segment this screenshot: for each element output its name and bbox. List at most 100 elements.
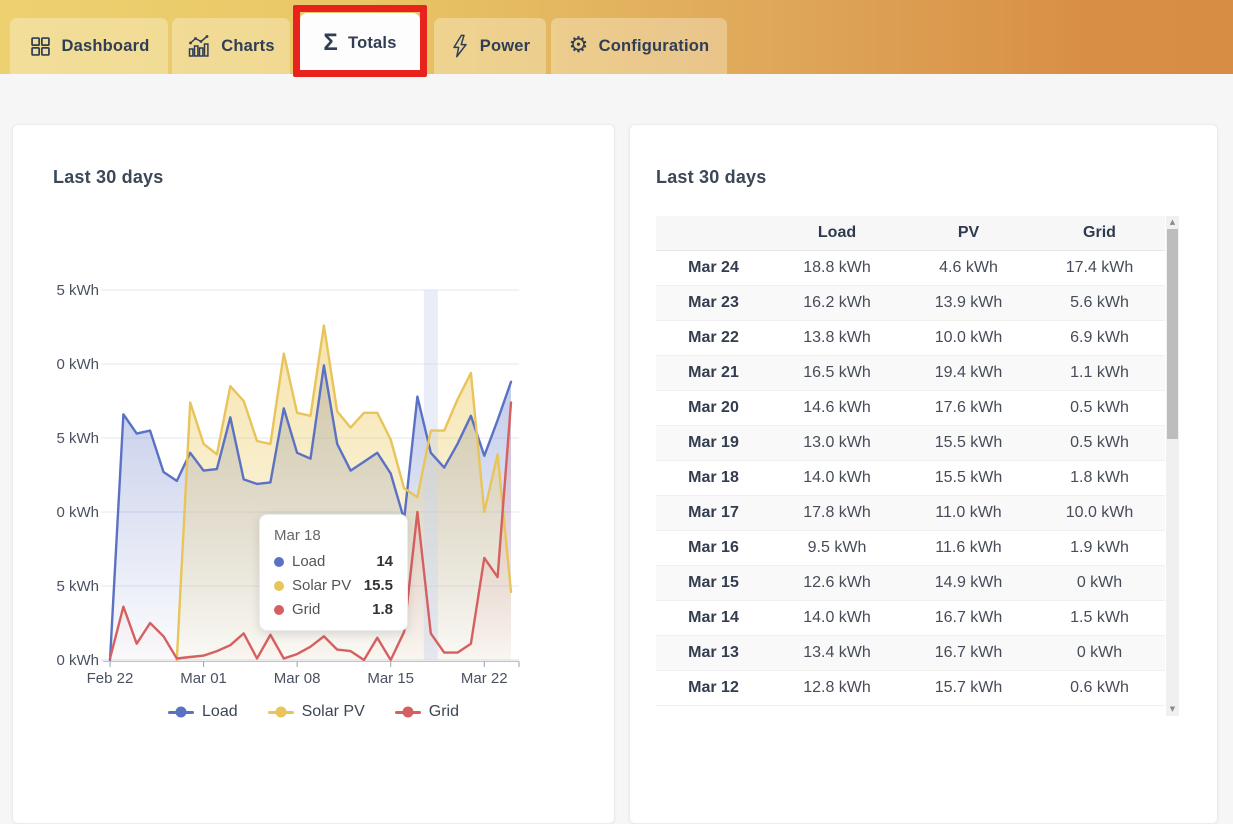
row-grid: 1.9 kWh: [1034, 530, 1165, 566]
scroll-down-arrow[interactable]: ▼: [1169, 705, 1176, 713]
hover-highlight-band: [423, 290, 438, 660]
tab-totals[interactable]: Σ Totals: [300, 13, 420, 74]
table-row: Mar 18 14.0 kWh 15.5 kWh 1.8 kWh: [656, 460, 1165, 496]
row-load: 9.5 kWh: [771, 530, 903, 566]
row-pv: 11.0 kWh: [903, 495, 1034, 531]
table-row: Mar 14 14.0 kWh 16.7 kWh 1.5 kWh: [656, 600, 1165, 636]
tab-label: Power: [479, 36, 531, 55]
column-header: [656, 216, 771, 251]
row-load: 13.8 kWh: [771, 320, 903, 356]
legend-dot-icon: [402, 706, 414, 718]
lightning-icon: [452, 34, 467, 58]
legend-label: Grid: [428, 703, 459, 720]
table-row: Mar 13 13.4 kWh 16.7 kWh 0 kWh: [656, 635, 1165, 671]
x-axis-label: Mar 08: [274, 670, 321, 687]
row-grid: 0.5 kWh: [1034, 425, 1165, 461]
column-header: PV: [903, 216, 1034, 251]
row-load: 14.0 kWh: [771, 600, 903, 636]
x-axis-label: Mar 01: [180, 670, 227, 687]
row-pv: 16.7 kWh: [903, 635, 1034, 671]
gear-icon: ⚙: [568, 33, 589, 58]
tooltip-series-label: Grid: [292, 601, 321, 618]
tooltip-rows: Load 14 Solar PV 15.5 Grid 1.8: [274, 553, 393, 618]
row-load: 14.0 kWh: [771, 460, 903, 496]
row-date: Mar 21: [656, 355, 771, 391]
legend-line-dot-icon: [394, 706, 421, 718]
tab-charts[interactable]: Charts: [172, 18, 290, 74]
chart-card-title: Last 30 days: [53, 167, 164, 187]
y-axis-label: 0 kWh: [56, 652, 99, 669]
legend-item[interactable]: Load: [168, 703, 238, 721]
row-date: Mar 13: [656, 635, 771, 671]
series-line-grid: [108, 401, 513, 662]
scrollbar-thumb[interactable]: [1167, 229, 1178, 439]
row-date: Mar 23: [656, 285, 771, 321]
row-grid: 6.9 kWh: [1034, 320, 1165, 356]
series-dot-icon: [274, 604, 284, 615]
table-scrollbar[interactable]: ▲ ▼: [1166, 216, 1179, 716]
table-row: Mar 17 17.8 kWh 11.0 kWh 10.0 kWh: [656, 495, 1165, 531]
chart-lines: [108, 324, 513, 662]
row-grid: 0.6 kWh: [1034, 670, 1165, 706]
x-axis-label: Feb 22: [87, 670, 134, 687]
row-date: Mar 15: [656, 565, 771, 601]
series-dot-icon: [274, 556, 284, 567]
table-row: Mar 20 14.6 kWh 17.6 kWh 0.5 kWh: [656, 390, 1165, 426]
row-grid: 1.1 kWh: [1034, 355, 1165, 391]
table-row: Mar 23 16.2 kWh 13.9 kWh 5.6 kWh: [656, 285, 1165, 321]
tooltip-series-label: Load: [292, 553, 326, 570]
row-load: 13.0 kWh: [771, 425, 903, 461]
chart-legend: Load Solar PV Grid: [13, 703, 614, 721]
tooltip-series-value: 15.5: [363, 577, 393, 594]
row-pv: 15.7 kWh: [903, 670, 1034, 706]
row-date: Mar 12: [656, 670, 771, 706]
row-load: 12.8 kWh: [771, 670, 903, 706]
legend-dot-icon: [275, 706, 287, 718]
tooltip-series-value: 14: [376, 553, 393, 570]
row-pv: 17.6 kWh: [903, 390, 1034, 426]
scroll-up-arrow[interactable]: ▲: [1169, 218, 1176, 226]
row-date: Mar 14: [656, 600, 771, 636]
area-fill-grid: [110, 402, 511, 660]
legend-line-dot-icon: [168, 706, 195, 718]
row-grid: 0.5 kWh: [1034, 390, 1165, 426]
tab-label: Charts: [221, 36, 275, 55]
chart-card: Last 30 days 5 kWh 0 kWh 5 kWh 0 kWh 5 kWh 0 …: [12, 124, 615, 824]
row-load: 17.8 kWh: [771, 495, 903, 531]
series-line-solar-pv: [175, 324, 513, 662]
tab-label: Configuration: [598, 36, 710, 55]
row-pv: 15.5 kWh: [903, 425, 1034, 461]
row-date: Mar 16: [656, 530, 771, 566]
column-header: Grid: [1034, 216, 1165, 251]
legend-label: Solar PV: [301, 703, 365, 720]
tab-label: Totals: [348, 34, 397, 52]
row-load: 12.6 kWh: [771, 565, 903, 601]
totals-table-card: Last 30 days Load PV Grid Mar 24 18.8 kWh 4.…: [629, 124, 1218, 824]
row-pv: 19.4 kWh: [903, 355, 1034, 391]
table-card-title: Last 30 days: [656, 167, 767, 187]
x-axis-label: Mar 22: [461, 670, 508, 687]
tooltip-row: Grid 1.8: [274, 601, 393, 618]
tooltip-series-label: Solar PV: [292, 577, 352, 594]
chart-axes: [103, 661, 520, 667]
table-row: Mar 22 13.8 kWh 10.0 kWh 6.9 kWh: [656, 320, 1165, 356]
table-row: Mar 24 18.8 kWh 4.6 kWh 17.4 kWh: [656, 250, 1165, 286]
row-date: Mar 19: [656, 425, 771, 461]
tab-dashboard[interactable]: Dashboard: [10, 18, 168, 74]
row-grid: 10.0 kWh: [1034, 495, 1165, 531]
tab-configuration[interactable]: ⚙ Configuration: [551, 18, 727, 74]
tab-label: Dashboard: [61, 36, 150, 55]
bar-chart-icon: [189, 35, 209, 57]
table-row: Mar 15 12.6 kWh 14.9 kWh 0 kWh: [656, 565, 1165, 601]
column-header: Load: [771, 216, 903, 251]
legend-item[interactable]: Solar PV: [267, 703, 365, 721]
series-line-load: [108, 364, 513, 662]
row-load: 14.6 kWh: [771, 390, 903, 426]
tab-power[interactable]: Power: [434, 18, 546, 74]
y-axis-label: 0 kWh: [56, 504, 99, 521]
row-load: 16.2 kWh: [771, 285, 903, 321]
row-pv: 13.9 kWh: [903, 285, 1034, 321]
legend-item[interactable]: Grid: [394, 703, 459, 721]
